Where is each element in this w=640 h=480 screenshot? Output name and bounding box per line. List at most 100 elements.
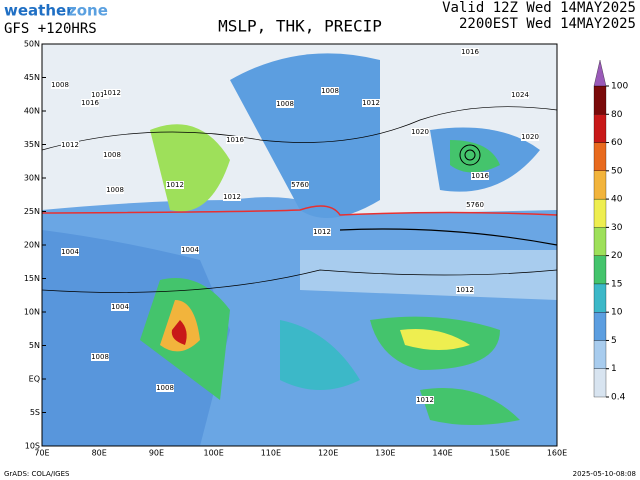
contour-label: 1012: [103, 89, 121, 97]
map-field: [42, 44, 557, 446]
colorbar-label: 80: [611, 110, 623, 120]
colorbar-label: 100: [611, 82, 628, 92]
contour-label: 1012: [416, 396, 434, 404]
contour-label: 1008: [91, 353, 109, 361]
contour-label-bg: [511, 91, 529, 99]
colorbar-label: 15: [611, 279, 622, 289]
colorbar-segment: [593, 227, 607, 256]
contour-label: 1008: [321, 87, 339, 95]
contour-label-bg: [106, 186, 124, 194]
lat-label: 45N: [24, 73, 40, 82]
colorbar-segment: [593, 170, 607, 200]
contour-label-bg: [156, 384, 174, 392]
colorbar-segment: [593, 85, 607, 115]
colorbar-label: 30: [611, 223, 623, 233]
contour-label-bg: [226, 136, 244, 144]
contour-label: 1004: [181, 246, 199, 254]
source-label: GrADS: COLA/IGES: [4, 470, 70, 478]
colorbar-label: 20: [611, 251, 623, 261]
contour-label-bg: [466, 201, 484, 209]
contour-label-bg: [61, 248, 79, 256]
lat-label: 5S: [30, 408, 40, 417]
contour-label: 1012: [456, 286, 474, 294]
lat-label: 10N: [24, 308, 40, 317]
lon-label: 150E: [490, 449, 510, 458]
colorbar-label: 5: [611, 336, 617, 346]
contour-label: 5760: [466, 201, 484, 209]
contour-label-bg: [461, 48, 479, 56]
contour-label-bg: [471, 172, 489, 180]
contour-label-bg: [181, 246, 199, 254]
contour-label-bg: [313, 228, 331, 236]
lon-label: 70E: [34, 449, 49, 458]
lat-label: 20N: [24, 241, 40, 250]
lat-label: 5N: [29, 341, 40, 350]
colorbar-label: 60: [611, 138, 623, 148]
colorbar-segment: [593, 283, 607, 313]
map-title: MSLP, THK, PRECIP: [218, 17, 382, 36]
contour-label: 1004: [111, 303, 129, 311]
contour-label: 1008: [106, 186, 124, 194]
valid-time: Valid 12Z Wed 14MAY2025: [442, 0, 636, 16]
contour-label-bg: [91, 91, 109, 99]
contour-label-bg: [103, 151, 121, 159]
contour-label-bg: [276, 100, 294, 108]
contour-label: 1008: [156, 384, 174, 392]
contour-label: 5760: [291, 181, 309, 189]
contour-label: 1020: [411, 128, 429, 136]
colorbar-label: 1: [611, 364, 617, 374]
lat-label: 15N: [24, 274, 40, 283]
contour-label: 1020: [521, 133, 539, 141]
contour-label: 1016: [461, 48, 479, 56]
contour-label: 1012: [223, 193, 241, 201]
contour-label-bg: [166, 181, 184, 189]
contour-label-bg: [291, 181, 309, 189]
lat-label: EQ: [29, 375, 40, 384]
timestamp: 2025-05-10-08:08: [573, 470, 636, 478]
contour-label-bg: [103, 89, 121, 97]
contour-label: 1012: [166, 181, 184, 189]
contour-label-bg: [411, 128, 429, 136]
lat-label: 30N: [24, 174, 40, 183]
model-label: GFS +120HRS: [4, 21, 97, 37]
lat-label: 40N: [24, 107, 40, 116]
contour-label: 1012: [61, 141, 79, 149]
contour-label: 1012: [313, 228, 331, 236]
contour-label: 1004: [61, 248, 79, 256]
lat-label: 35N: [24, 140, 40, 149]
lat-label: 50N: [24, 40, 40, 49]
local-time: 2200EST Wed 14MAY2025: [459, 16, 636, 32]
contour-label-bg: [416, 396, 434, 404]
colorbar-segment: [593, 312, 607, 341]
contour-label: 1016: [471, 172, 489, 180]
contour-label-bg: [91, 353, 109, 361]
lon-label: 80E: [92, 449, 107, 458]
colorbar-segment: [593, 340, 607, 369]
lon-label: 140E: [432, 449, 452, 458]
lon-label: 130E: [375, 449, 395, 458]
colorbar-label: 10: [611, 308, 623, 318]
contour-label: 1016: [91, 91, 109, 99]
contour-label: 1016: [226, 136, 244, 144]
lon-label: 90E: [149, 449, 164, 458]
logo: weather: [4, 2, 74, 20]
contour-label-bg: [81, 99, 99, 107]
contour-label-bg: [521, 133, 539, 141]
colorbar-label: 50: [611, 166, 623, 176]
lon-label: 160E: [547, 449, 567, 458]
contour-label-bg: [223, 193, 241, 201]
contour-label: 1008: [103, 151, 121, 159]
contour-label: 1016: [81, 99, 99, 107]
contour-label-bg: [362, 99, 380, 107]
lon-label: 100E: [204, 449, 224, 458]
colorbar-segment: [593, 368, 607, 398]
colorbar-top: [593, 59, 607, 87]
lon-label: 120E: [318, 449, 338, 458]
colorbar-segment: [593, 255, 607, 285]
contour-label-bg: [111, 303, 129, 311]
lat-label: 25N: [24, 207, 40, 216]
contour-label: 1008: [51, 81, 69, 89]
contour-label-bg: [61, 141, 79, 149]
contour-label-bg: [321, 87, 339, 95]
